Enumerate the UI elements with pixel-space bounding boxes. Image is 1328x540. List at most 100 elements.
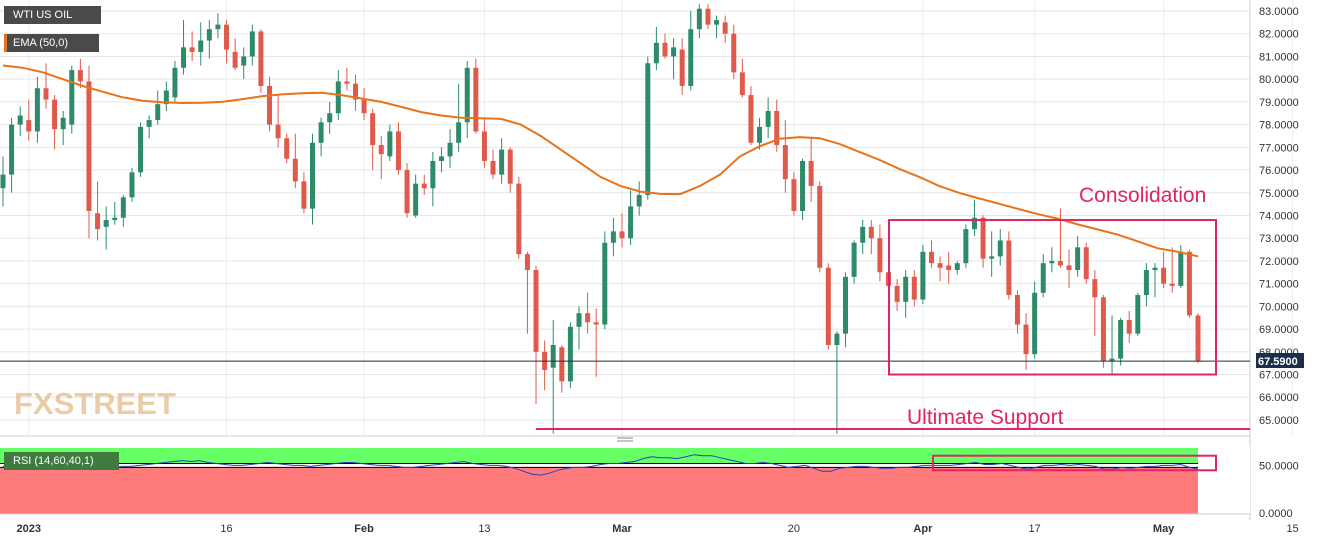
candle	[0, 156, 6, 207]
candle-body	[473, 67, 479, 132]
candle-body	[843, 276, 849, 334]
candle	[1092, 270, 1098, 336]
candle-body	[731, 33, 737, 73]
candle	[585, 292, 591, 334]
candle	[937, 256, 943, 282]
candle-body	[52, 99, 58, 130]
candle-body	[9, 124, 15, 175]
candle	[120, 195, 126, 227]
candle-body	[524, 254, 530, 271]
candle-body	[301, 181, 307, 209]
candle	[954, 260, 960, 275]
candle	[1083, 242, 1089, 284]
candle-body	[86, 81, 92, 211]
candle-body	[284, 138, 290, 159]
candle-body	[963, 229, 969, 264]
candle-body	[954, 263, 960, 271]
rsi-legend-label[interactable]: RSI (14,60,40,1)	[4, 452, 119, 470]
candle-body	[43, 88, 49, 100]
candle-body	[172, 67, 178, 98]
ema-legend-label[interactable]: EMA (50,0)	[4, 34, 99, 52]
candle-body	[361, 99, 367, 114]
candle-body	[370, 113, 376, 146]
candle	[748, 85, 754, 146]
candle	[1126, 310, 1132, 343]
candle-body	[868, 226, 874, 239]
candle	[765, 97, 771, 139]
candle	[653, 26, 659, 71]
candle-body	[1143, 270, 1149, 295]
candle	[1006, 231, 1012, 300]
price-axis: 83.0000 82.0000 81.0000 80.0000 79.0000 78.00…	[1259, 6, 1299, 427]
time-tick-label: Mar	[612, 523, 632, 535]
candle-body	[817, 185, 823, 268]
candle-body	[748, 95, 754, 143]
time-tick-label: May	[1153, 523, 1175, 535]
last-price-tag: 67.5900	[1256, 353, 1304, 368]
candle	[971, 199, 977, 236]
candle-body	[1092, 279, 1098, 298]
candle	[989, 231, 995, 277]
candle-body	[567, 326, 573, 382]
candle-body	[267, 85, 273, 125]
candle	[593, 308, 599, 377]
price-tick-label: 78.0000	[1259, 120, 1299, 132]
candle-body	[714, 20, 720, 25]
candle	[1023, 313, 1029, 370]
candle	[198, 22, 204, 66]
candle	[1109, 315, 1115, 375]
consolidation-label: Consolidation	[1079, 184, 1206, 207]
candle	[103, 206, 109, 250]
candle-body	[774, 110, 780, 146]
candle	[636, 181, 642, 216]
candle-body	[946, 265, 952, 271]
rsi-panel	[0, 446, 1250, 515]
candle-body	[705, 8, 711, 25]
candle-body	[120, 197, 126, 218]
candle	[258, 29, 264, 93]
ema-line	[2, 64, 1199, 258]
time-tick-label: 17	[1029, 523, 1041, 535]
candle	[696, 4, 702, 39]
candle-body	[206, 29, 212, 41]
candle-body	[404, 170, 410, 214]
last-price-value: 67.5900	[1258, 356, 1298, 368]
candle-body	[1075, 247, 1081, 271]
candle	[438, 147, 444, 173]
candle	[567, 322, 573, 389]
candle-body	[69, 70, 75, 125]
candle	[1143, 263, 1149, 307]
candle-body	[980, 217, 986, 259]
candle	[843, 272, 849, 348]
rsi-tick-label: 0.0000	[1259, 508, 1293, 520]
candle	[181, 20, 187, 75]
candle-body	[516, 183, 522, 255]
rsi-axis: 50.0000 0.0000	[1259, 460, 1299, 520]
time-tick-label: Apr	[913, 523, 933, 535]
candle	[1066, 249, 1072, 289]
candle	[17, 106, 23, 136]
candle-body	[1032, 292, 1038, 355]
candle	[1049, 247, 1055, 273]
panel-resize-handle[interactable]	[617, 437, 633, 442]
consolidation-box	[888, 219, 1217, 376]
candle	[464, 60, 470, 139]
candle-body	[1126, 319, 1132, 334]
symbol-label[interactable]: WTI US OIL	[4, 6, 101, 24]
candle-body	[825, 267, 831, 345]
candle-body	[1040, 263, 1046, 293]
candle	[138, 122, 144, 177]
rsi-line	[2, 454, 1199, 476]
candle	[628, 190, 634, 246]
candle	[610, 217, 616, 257]
candle-body	[1100, 297, 1106, 361]
candle	[903, 270, 909, 318]
price-tick-label: 74.0000	[1259, 210, 1299, 222]
candle-body	[971, 217, 977, 230]
time-tick-label: 20	[788, 523, 800, 535]
candle	[284, 133, 290, 164]
candle	[1169, 247, 1175, 293]
candle-body	[103, 220, 109, 227]
time-tick-label: 15	[1286, 523, 1298, 535]
candle-body	[456, 122, 462, 143]
